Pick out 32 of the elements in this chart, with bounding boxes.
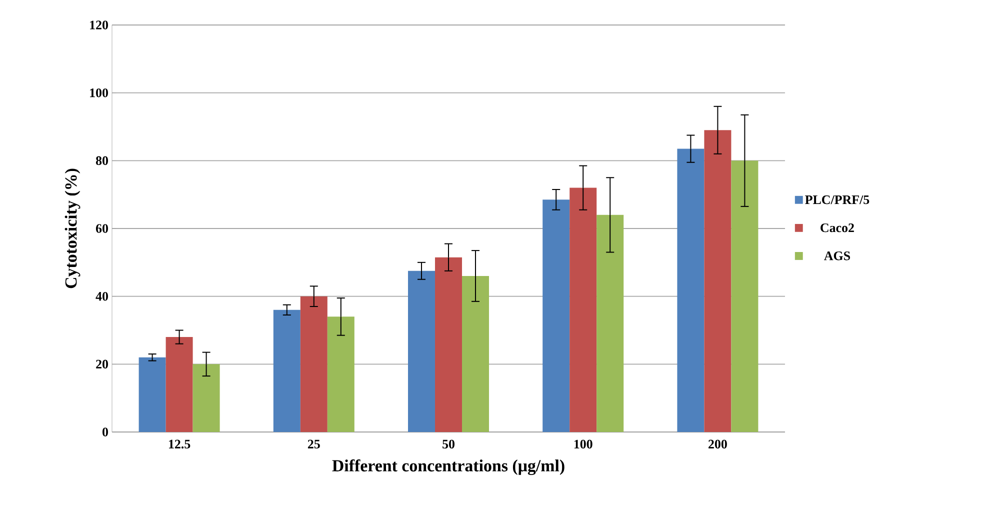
y-tick-label: 120 [90, 20, 108, 30]
bar [273, 310, 300, 432]
bar [704, 130, 732, 432]
legend-label: AGS [824, 252, 850, 260]
bar [731, 160, 758, 432]
bar [677, 148, 704, 432]
x-tick-label: 25 [308, 440, 320, 448]
y-tick-label: 20 [96, 360, 108, 369]
bar [300, 296, 328, 432]
legend-label: Caco2 [820, 223, 854, 232]
y-axis-title: Cytotoxicity (%) [64, 168, 80, 288]
bar [462, 276, 490, 432]
bar [570, 188, 597, 432]
x-tick-label: 100 [574, 440, 592, 449]
bar [166, 337, 193, 432]
bar [435, 257, 462, 432]
legend-label: PLC/PRF/5 [805, 195, 870, 204]
x-tick-label: 200 [708, 440, 727, 449]
y-tick-label: 80 [96, 156, 108, 166]
bar [192, 364, 220, 432]
x-tick-label: 50 [442, 440, 454, 449]
bar [327, 316, 354, 432]
bar [542, 200, 570, 432]
y-tick-label: 60 [96, 224, 108, 233]
y-tick-label: 100 [90, 88, 108, 98]
y-tick-label: 40 [96, 292, 108, 301]
bar [596, 214, 624, 432]
x-tick-label: 12.5 [169, 440, 190, 449]
x-axis-title: Different concentrations (μg/ml) [332, 459, 564, 476]
bar [138, 357, 166, 432]
bar [408, 270, 436, 432]
y-tick-label: 0 [102, 428, 108, 436]
